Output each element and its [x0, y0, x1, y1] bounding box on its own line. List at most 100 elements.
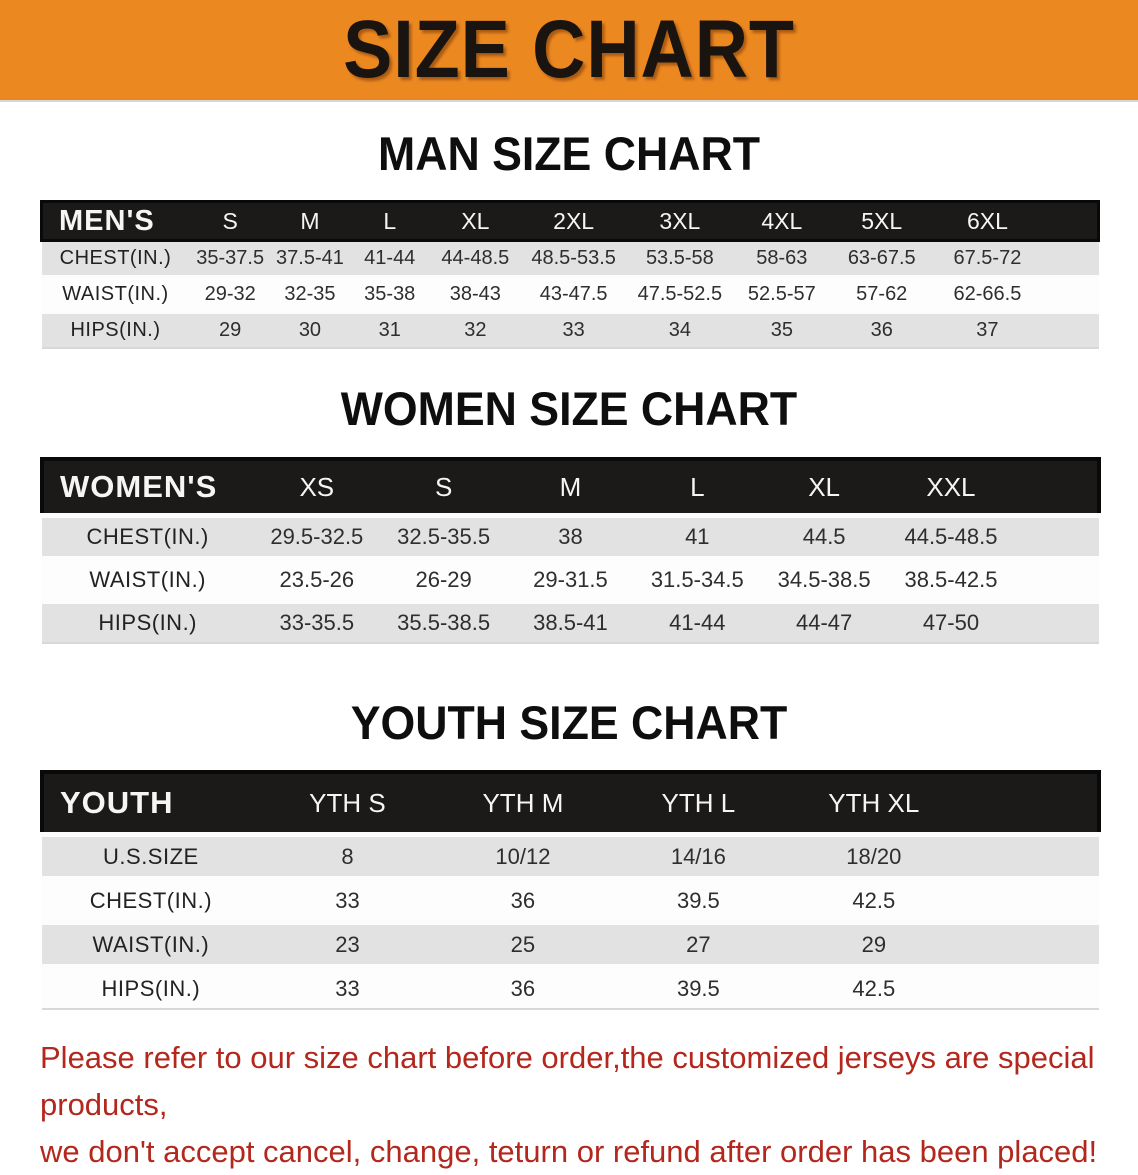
size-value-cell: 29.5-32.5 [253, 513, 381, 559]
spacer-cell [1014, 599, 1099, 644]
size-value-cell: 39.5 [610, 876, 787, 923]
disclaimer-line-1: Please refer to our size chart before or… [40, 1040, 1095, 1122]
size-value-cell: 33 [259, 876, 436, 923]
size-value-cell: 44-47 [760, 599, 888, 644]
size-value-cell: 36 [831, 311, 933, 349]
size-value-cell: 42.5 [786, 964, 962, 1010]
size-value-cell: 47.5-52.5 [627, 275, 733, 313]
size-value-cell: 10/12 [435, 832, 611, 879]
womens-section-heading: WOMEN SIZE CHART [340, 382, 798, 435]
size-value-cell: 35 [732, 311, 831, 349]
size-value-cell: 32.5-35.5 [380, 513, 508, 559]
disclaimer-line-2: we don't accept cancel, change, teturn o… [40, 1134, 1098, 1169]
mens-col-l: L [349, 200, 431, 242]
size-value-cell: 44-48.5 [430, 239, 521, 277]
size-value-cell: 29-32 [189, 275, 271, 313]
youth-size-table: YOUTH YTH S YTH M YTH L YTH XL U.S.SIZE 8 10/12… [40, 770, 1102, 1010]
size-value-cell: 43-47.5 [520, 275, 628, 313]
spacer-cell [1042, 311, 1099, 349]
spacer-cell [1042, 200, 1101, 242]
womens-section: WOMEN SIZE CHART WOMEN'S XS S M L XL XXL CHEST(… [0, 385, 1138, 644]
womens-size-table-container: WOMEN'S XS S M L XL XXL CHEST(IN.) 29.5-32.5 32.5… [39, 457, 1101, 644]
womens-col-l: L [633, 457, 761, 518]
size-value-cell: 48.5-53.5 [520, 239, 628, 277]
mens-size-table-container: MEN'S S M L XL 2XL 3XL 4XL 5XL 6XL CHEST(IN.) 35-37… [40, 200, 1101, 349]
row-label: HIPS(IN.) [41, 311, 190, 349]
size-value-cell: 33 [259, 964, 436, 1010]
mens-row-hips-in: HIPS(IN.) 29 30 31 32 33 34 35 36 37 [41, 311, 1099, 349]
mens-col-5xl: 5XL [831, 200, 933, 242]
size-value-cell: 29 [786, 920, 962, 967]
size-value-cell: 41-44 [633, 599, 761, 644]
mens-section: MAN SIZE CHART MEN'S S M L XL 2XL 3XL 4XL 5XL 6XL… [0, 130, 1138, 349]
size-value-cell: 35-38 [349, 275, 431, 313]
size-value-cell: 18/20 [786, 832, 962, 879]
mens-header-row: MEN'S S M L XL 2XL 3XL 4XL 5XL 6XL [40, 200, 1101, 242]
womens-col-xs: XS [253, 457, 381, 518]
row-label: CHEST(IN.) [42, 876, 260, 923]
mens-col-m: M [270, 200, 350, 242]
row-label: CHEST(IN.) [41, 239, 190, 277]
size-value-cell: 37 [932, 311, 1043, 349]
spacer-cell [961, 876, 1099, 923]
size-value-cell: 26-29 [380, 556, 508, 602]
size-value-cell: 27 [610, 920, 787, 967]
size-value-cell: 57-62 [831, 275, 933, 313]
size-value-cell: 39.5 [610, 964, 787, 1010]
size-value-cell: 32-35 [270, 275, 350, 313]
spacer-cell [1014, 556, 1099, 602]
size-value-cell: 67.5-72 [932, 239, 1043, 277]
youth-header-row: YOUTH YTH S YTH M YTH L YTH XL [40, 770, 1102, 837]
size-value-cell: 33-35.5 [253, 599, 381, 644]
spacer-cell [961, 964, 1099, 1010]
order-disclaimer: Please refer to our size chart before or… [40, 1034, 1118, 1175]
size-value-cell: 25 [435, 920, 611, 967]
size-value-cell: 35-37.5 [189, 239, 271, 277]
size-value-cell: 8 [259, 832, 436, 879]
youth-section-heading: YOUTH SIZE CHART [350, 696, 788, 749]
size-value-cell: 42.5 [786, 876, 962, 923]
spacer-cell [961, 770, 1102, 837]
size-value-cell: 38.5-41 [507, 599, 634, 644]
size-value-cell: 33 [520, 311, 628, 349]
mens-col-2xl: 2XL [520, 200, 628, 242]
youth-col-yth-m: YTH M [435, 770, 611, 837]
row-label: WAIST(IN.) [42, 556, 254, 602]
size-value-cell: 37.5-41 [270, 239, 350, 277]
row-label: WAIST(IN.) [42, 920, 260, 967]
mens-col-s: S [189, 200, 271, 242]
youth-row-waist-in: WAIST(IN.) 23 25 27 29 [42, 920, 1099, 967]
size-value-cell: 14/16 [610, 832, 787, 879]
mens-col-6xl: 6XL [932, 200, 1043, 242]
mens-row-waist-in: WAIST(IN.) 29-32 32-35 35-38 38-43 43-47.5 47.… [41, 275, 1099, 313]
spacer-cell [1014, 457, 1101, 518]
womens-col-s: S [380, 457, 508, 518]
size-value-cell: 41 [633, 513, 761, 559]
row-label: CHEST(IN.) [42, 513, 254, 559]
womens-col-xxl: XXL [887, 457, 1015, 518]
row-label: HIPS(IN.) [42, 964, 260, 1010]
youth-row-hips-in: HIPS(IN.) 33 36 39.5 42.5 [42, 964, 1099, 1010]
mens-section-heading: MAN SIZE CHART [378, 127, 760, 180]
size-value-cell: 31 [349, 311, 431, 349]
size-value-cell: 58-63 [732, 239, 831, 277]
row-label: WAIST(IN.) [41, 275, 190, 313]
womens-col-xl: XL [760, 457, 888, 518]
size-value-cell: 44.5 [760, 513, 888, 559]
youth-section: YOUTH SIZE CHART YOUTH YTH S YTH M YTH L YTH… [0, 699, 1138, 1010]
spacer-cell [961, 832, 1099, 879]
spacer-cell [1042, 275, 1099, 313]
row-label: U.S.SIZE [42, 832, 260, 879]
youth-row-u-s-size: U.S.SIZE 8 10/12 14/16 18/20 [42, 832, 1099, 879]
size-value-cell: 41-44 [349, 239, 431, 277]
size-value-cell: 34 [627, 311, 733, 349]
youth-col-yth-l: YTH L [610, 770, 787, 837]
size-value-cell: 52.5-57 [732, 275, 831, 313]
size-value-cell: 30 [270, 311, 350, 349]
womens-row-waist-in: WAIST(IN.) 23.5-26 26-29 29-31.5 31.5-34.5 34… [42, 556, 1099, 602]
banner-title: SIZE CHART [343, 4, 795, 95]
mens-size-table: MEN'S S M L XL 2XL 3XL 4XL 5XL 6XL CHEST(IN.) 35-37… [40, 200, 1101, 349]
size-value-cell: 32 [430, 311, 521, 349]
mens-group-label: MEN'S [40, 200, 190, 242]
womens-row-chest-in: CHEST(IN.) 29.5-32.5 32.5-35.5 38 41 44.5 44.5… [42, 513, 1099, 559]
